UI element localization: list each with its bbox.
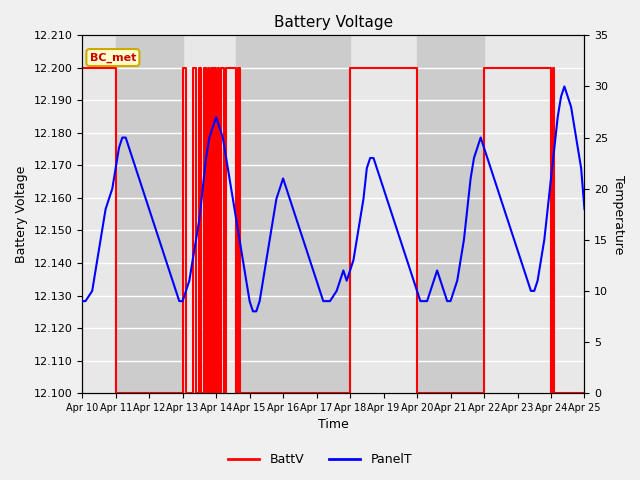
Text: BC_met: BC_met — [90, 52, 136, 63]
Title: Battery Voltage: Battery Voltage — [274, 15, 393, 30]
Bar — [236, 36, 350, 393]
Y-axis label: Battery Voltage: Battery Voltage — [15, 166, 28, 263]
Y-axis label: Temperature: Temperature — [612, 175, 625, 254]
Bar — [116, 36, 182, 393]
Legend: BattV, PanelT: BattV, PanelT — [223, 448, 417, 471]
Bar — [417, 36, 484, 393]
X-axis label: Time: Time — [318, 419, 349, 432]
